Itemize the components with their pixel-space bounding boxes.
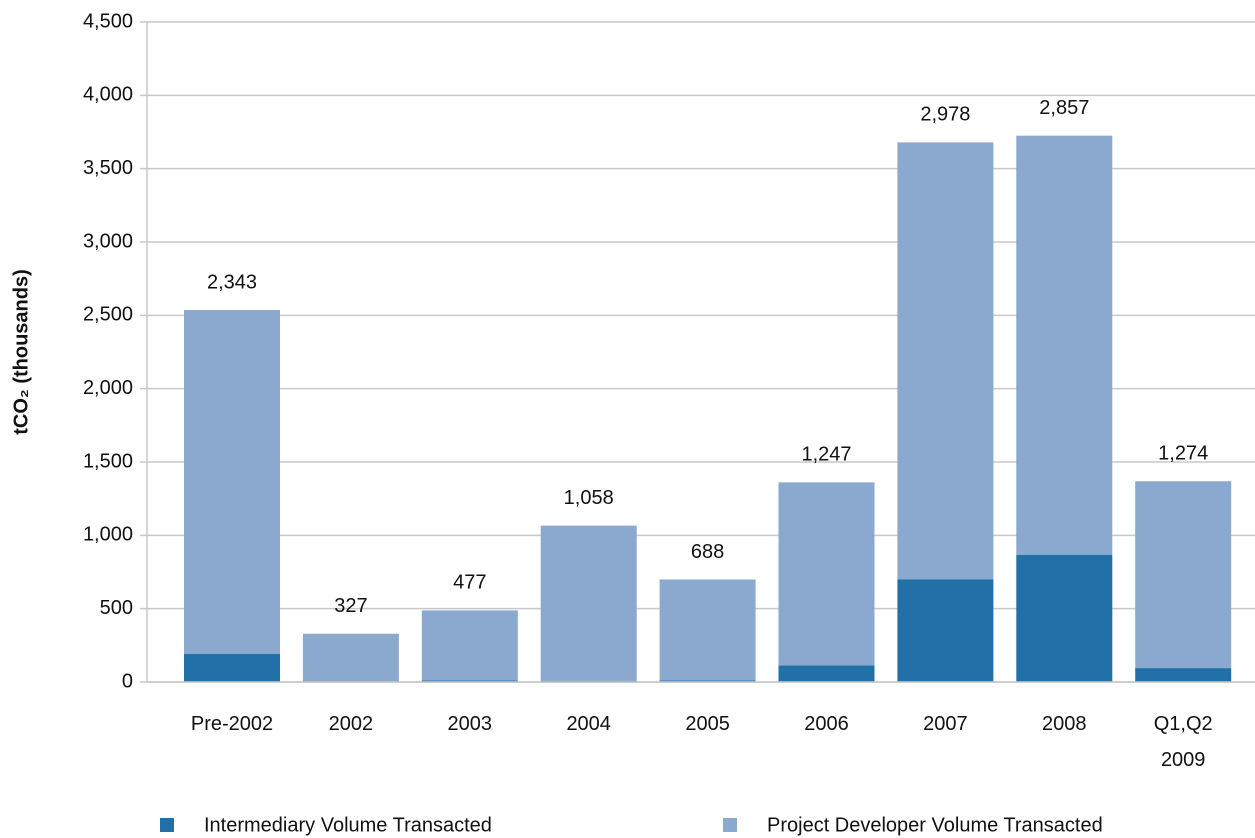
legend-label: Project Developer Volume Transacted [767, 814, 1103, 836]
y-tick-label: 4,500 [83, 10, 133, 32]
y-tick-label: 4,000 [83, 84, 133, 106]
value-label: 1,247 [801, 444, 851, 466]
x-tick-label: Pre-2002 [190, 713, 274, 735]
x-tick-label: Q1,Q2 2009 [1153, 713, 1213, 771]
y-axis-title: tCO₂ (thousands) [10, 269, 32, 435]
value-label: 2,343 [207, 271, 257, 293]
bar-segment [1135, 668, 1232, 682]
value-label: 1,058 [564, 487, 614, 509]
bar-segment [302, 633, 399, 682]
x-tick-label: 2003 [447, 713, 493, 735]
legend-swatch [160, 818, 174, 832]
y-tick-label: 500 [100, 597, 133, 619]
bar-segment [540, 525, 637, 681]
y-tick-label: 3,000 [83, 230, 133, 252]
bar-segment [778, 482, 875, 666]
y-tick-label: 1,000 [83, 524, 133, 546]
y-tick-label: 0 [122, 670, 133, 692]
bar-segment [659, 579, 756, 681]
x-tick-label: 2002 [328, 713, 374, 735]
legend-label: Intermediary Volume Transacted [204, 814, 492, 836]
bar-segment [897, 142, 994, 580]
bar-segment [1135, 481, 1232, 669]
value-label: 327 [334, 595, 367, 617]
bar-segment [184, 653, 280, 682]
bar-segment [1016, 554, 1113, 682]
bar-segment [659, 680, 756, 682]
x-tick-label: 2004 [566, 713, 611, 735]
y-tick-label: 3,500 [83, 157, 133, 179]
bar-segment [1016, 135, 1113, 555]
bar-segment [184, 310, 280, 654]
legend-swatch [723, 818, 737, 832]
value-label: 2,978 [920, 104, 970, 126]
value-label: 477 [453, 572, 486, 594]
bar-segment [421, 680, 518, 682]
bar-segment [421, 610, 518, 681]
bar-segment [897, 579, 994, 682]
bar-segment [778, 665, 875, 682]
x-tick-label: 2006 [804, 713, 849, 735]
x-tick-label: 2008 [1042, 713, 1087, 735]
y-tick-label: 2,000 [83, 377, 133, 399]
y-tick-label: 1,500 [83, 450, 133, 472]
x-tick-label: 2007 [923, 713, 968, 735]
value-label: 1,274 [1158, 442, 1208, 464]
value-label: 688 [691, 541, 724, 563]
y-tick-label: 2,500 [83, 304, 133, 326]
value-label: 2,857 [1039, 97, 1089, 119]
x-tick-label: 2005 [685, 713, 730, 735]
